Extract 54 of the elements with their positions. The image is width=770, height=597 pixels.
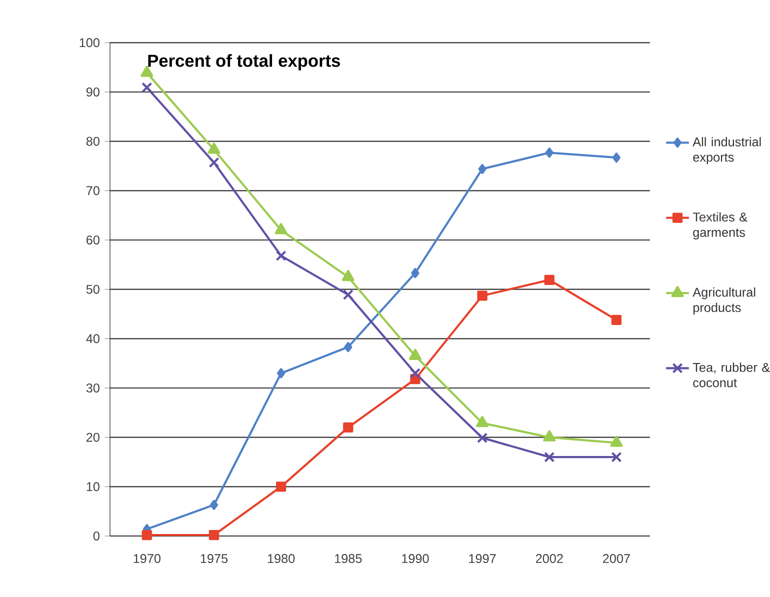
point [140, 66, 154, 77]
point [343, 422, 354, 433]
point [342, 289, 354, 300]
point [276, 482, 286, 492]
point [612, 152, 621, 163]
point [545, 148, 554, 158]
point [210, 500, 218, 510]
legend-label: Agricultural products [692, 287, 756, 315]
point [342, 270, 354, 282]
point [276, 368, 286, 378]
point [276, 250, 286, 262]
y-tick-label: 0 [93, 532, 100, 540]
point [142, 530, 152, 540]
point [411, 268, 420, 278]
y-tick-label: 70 [86, 186, 100, 196]
point [477, 290, 488, 301]
y-tick-label: 60 [86, 236, 100, 244]
point [408, 348, 422, 360]
y-tick-label: 80 [86, 136, 100, 146]
y-tick-label: 30 [86, 384, 100, 392]
legend-label: Textiles & garments [692, 212, 748, 240]
x-tick-label: 1970 [134, 554, 160, 564]
y-tick-label: 50 [86, 284, 100, 294]
point [544, 452, 555, 462]
legend-label: All industrial exports [692, 137, 761, 164]
y-tick-label: 90 [86, 88, 100, 96]
point [142, 82, 152, 93]
x-tick-label: 1985 [335, 554, 362, 564]
point [611, 314, 622, 325]
point [544, 274, 554, 286]
x-tick-label: 1990 [402, 554, 429, 564]
x-tick-label: 1997 [469, 554, 496, 564]
point [611, 452, 622, 462]
point [344, 342, 352, 352]
point [410, 368, 421, 379]
x-tick-label: 1975 [200, 554, 228, 564]
x-tick-label: 2002 [536, 554, 563, 564]
y-tick-label: 40 [86, 334, 100, 344]
text: Percent of total exports [148, 54, 340, 70]
y-tick-label: 10 [86, 482, 100, 492]
point [543, 430, 556, 442]
x-tick-label: 1980 [268, 554, 295, 564]
y-tick-label: 100 [80, 38, 100, 48]
point [208, 157, 220, 168]
point [274, 223, 288, 234]
point [478, 164, 486, 174]
point [610, 436, 623, 447]
point [476, 416, 489, 428]
y-tick-label: 20 [86, 432, 100, 442]
point [208, 530, 220, 540]
legend-label: Tea, rubber & coconut [692, 362, 770, 388]
point [208, 142, 220, 154]
point [476, 432, 488, 444]
x-tick-label: 2007 [603, 554, 630, 564]
